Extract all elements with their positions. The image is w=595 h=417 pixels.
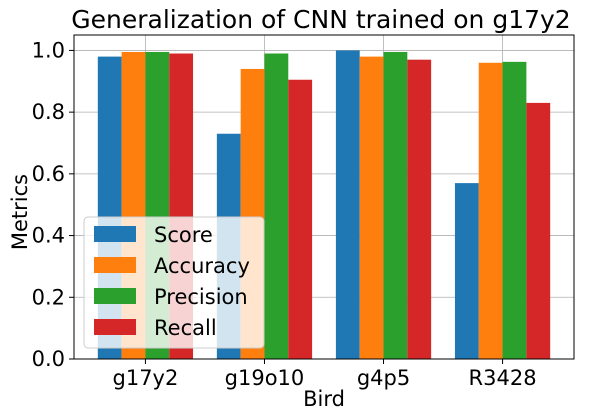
x-tick-label: g17y2 bbox=[113, 366, 179, 390]
legend-label-score: Score bbox=[154, 223, 213, 247]
x-axis-label: Bird bbox=[303, 387, 345, 411]
y-axis-label: Metrics bbox=[8, 174, 32, 250]
legend-swatch-recall bbox=[94, 319, 136, 335]
y-tick-label: 0.2 bbox=[32, 285, 65, 309]
bar-precision-r3428 bbox=[502, 61, 527, 360]
bar-score-r3428 bbox=[454, 183, 479, 359]
legend-swatch-accuracy bbox=[94, 257, 136, 273]
bar-score-g4p5 bbox=[335, 50, 360, 360]
y-tick-label: 0.4 bbox=[32, 224, 65, 248]
y-tick-label: 1.0 bbox=[32, 38, 65, 62]
y-tick-label: 0.8 bbox=[32, 100, 65, 124]
bar-accuracy-g4p5 bbox=[359, 56, 384, 359]
x-tick-label: g4p5 bbox=[357, 366, 410, 390]
bar-recall-r3428 bbox=[526, 102, 551, 359]
plot-frame bbox=[73, 34, 575, 360]
y-tick-label: 0.6 bbox=[32, 162, 65, 186]
x-axis: g17y2 g19o10 g4p5 R3428 bbox=[113, 359, 537, 390]
legend-label-precision: Precision bbox=[154, 285, 248, 309]
bar-recall-g19o10 bbox=[288, 79, 313, 359]
bar-precision-g19o10 bbox=[264, 53, 289, 360]
bar-accuracy-r3428 bbox=[478, 62, 503, 360]
legend-label-accuracy: Accuracy bbox=[154, 254, 250, 278]
y-axis: 0.0 0.2 0.4 0.6 0.8 1.0 bbox=[32, 38, 74, 371]
legend: Score Accuracy Precision Recall bbox=[83, 216, 265, 349]
y-tick-label: 0.0 bbox=[32, 347, 65, 371]
x-tick-label: R3428 bbox=[469, 366, 537, 390]
legend-label-recall: Recall bbox=[154, 316, 217, 340]
legend-swatch-score bbox=[94, 226, 136, 242]
chart-title: Generalization of CNN trained on g17y2 bbox=[71, 5, 570, 34]
x-tick-label: g19o10 bbox=[225, 366, 305, 390]
bar-precision-g4p5 bbox=[383, 51, 408, 359]
legend-swatch-precision bbox=[94, 288, 136, 304]
bar-recall-g4p5 bbox=[407, 59, 432, 359]
legend-box bbox=[83, 216, 265, 349]
